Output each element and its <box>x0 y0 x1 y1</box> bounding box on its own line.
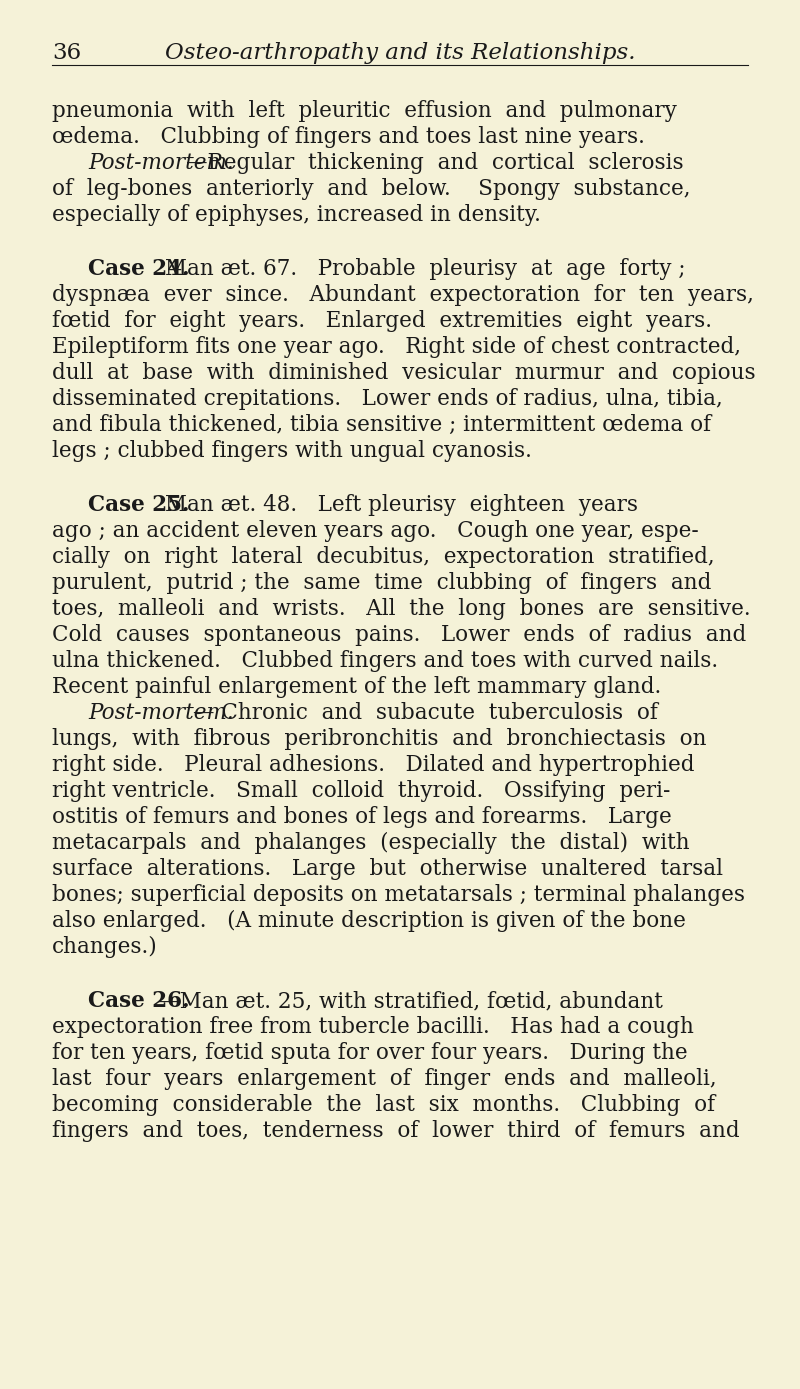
Text: Case 25.: Case 25. <box>88 494 190 515</box>
Text: Case 24.: Case 24. <box>88 258 190 281</box>
Text: toes,  malleoli  and  wrists.   All  the  long  bones  are  sensitive.: toes, malleoli and wrists. All the long … <box>52 599 750 619</box>
Text: expectoration free from tubercle bacilli.   Has had a cough: expectoration free from tubercle bacilli… <box>52 1015 694 1038</box>
Text: —Man æt. 25, with stratified, fœtid, abundant: —Man æt. 25, with stratified, fœtid, abu… <box>158 990 663 1013</box>
Text: and fibula thickened, tibia sensitive ; intermittent œdema of: and fibula thickened, tibia sensitive ; … <box>52 414 711 436</box>
Text: pneumonia  with  left  pleuritic  effusion  and  pulmonary: pneumonia with left pleuritic effusion a… <box>52 100 677 122</box>
Text: cially  on  right  lateral  decubitus,  expectoration  stratified,: cially on right lateral decubitus, expec… <box>52 546 714 568</box>
Text: bones; superficial deposits on metatarsals ; terminal phalanges: bones; superficial deposits on metatarsa… <box>52 883 745 906</box>
Text: —Regular  thickening  and  cortical  sclerosis: —Regular thickening and cortical scleros… <box>186 151 684 174</box>
Text: Osteo-arthropathy and its Relationships.: Osteo-arthropathy and its Relationships. <box>165 42 635 64</box>
Text: also enlarged.   (A minute description is given of the bone: also enlarged. (A minute description is … <box>52 910 686 932</box>
Text: legs ; clubbed fingers with ungual cyanosis.: legs ; clubbed fingers with ungual cyano… <box>52 440 532 463</box>
Text: lungs,  with  fibrous  peribronchitis  and  bronchiectasis  on: lungs, with fibrous peribronchitis and b… <box>52 728 706 750</box>
Text: Recent painful enlargement of the left mammary gland.: Recent painful enlargement of the left m… <box>52 676 662 699</box>
Text: surface  alterations.   Large  but  otherwise  unaltered  tarsal: surface alterations. Large but otherwise… <box>52 858 723 881</box>
Text: Epileptiform fits one year ago.   Right side of chest contracted,: Epileptiform fits one year ago. Right si… <box>52 336 741 358</box>
Text: metacarpals  and  phalanges  (especially  the  distal)  with: metacarpals and phalanges (especially th… <box>52 832 690 854</box>
Text: Case 26.: Case 26. <box>88 990 190 1013</box>
Text: Post-mortem.: Post-mortem. <box>88 701 234 724</box>
Text: especially of epiphyses, increased in density.: especially of epiphyses, increased in de… <box>52 204 541 226</box>
Text: disseminated crepitations.   Lower ends of radius, ulna, tibia,: disseminated crepitations. Lower ends of… <box>52 388 722 410</box>
Text: 36: 36 <box>52 42 82 64</box>
Text: ago ; an accident eleven years ago.   Cough one year, espe-: ago ; an accident eleven years ago. Coug… <box>52 519 698 542</box>
Text: of  leg-bones  anteriorly  and  below.    Spongy  substance,: of leg-bones anteriorly and below. Spong… <box>52 178 690 200</box>
Text: fœtid  for  eight  years.   Enlarged  extremities  eight  years.: fœtid for eight years. Enlarged extremit… <box>52 310 712 332</box>
Text: œdema.   Clubbing of fingers and toes last nine years.: œdema. Clubbing of fingers and toes last… <box>52 126 645 149</box>
Text: ulna thickened.   Clubbed fingers and toes with curved nails.: ulna thickened. Clubbed fingers and toes… <box>52 650 718 672</box>
Text: Post-mortem.: Post-mortem. <box>88 151 234 174</box>
Text: right side.   Pleural adhesions.   Dilated and hypertrophied: right side. Pleural adhesions. Dilated a… <box>52 754 694 776</box>
Text: right ventricle.   Small  colloid  thyroid.   Ossifying  peri-: right ventricle. Small colloid thyroid. … <box>52 781 670 801</box>
Text: Cold  causes  spontaneous  pains.   Lower  ends  of  radius  and: Cold causes spontaneous pains. Lower end… <box>52 624 746 646</box>
Text: for ten years, fœtid sputa for over four years.   During the: for ten years, fœtid sputa for over four… <box>52 1042 688 1064</box>
Text: dull  at  base  with  diminished  vesicular  murmur  and  copious: dull at base with diminished vesicular m… <box>52 363 756 383</box>
Text: becoming  considerable  the  last  six  months.   Clubbing  of: becoming considerable the last six month… <box>52 1095 715 1115</box>
Text: purulent,  putrid ; the  same  time  clubbing  of  fingers  and: purulent, putrid ; the same time clubbin… <box>52 572 711 594</box>
Text: fingers  and  toes,  tenderness  of  lower  third  of  femurs  and: fingers and toes, tenderness of lower th… <box>52 1120 740 1142</box>
Text: ostitis of femurs and bones of legs and forearms.   Large: ostitis of femurs and bones of legs and … <box>52 806 672 828</box>
Text: dyspnæa  ever  since.   Abundant  expectoration  for  ten  years,: dyspnæa ever since. Abundant expectorati… <box>52 283 754 306</box>
Text: changes.): changes.) <box>52 936 158 958</box>
Text: last  four  years  enlargement  of  finger  ends  and  malleoli,: last four years enlargement of finger en… <box>52 1068 717 1090</box>
Text: Man æt. 48.   Left pleurisy  eighteen  years: Man æt. 48. Left pleurisy eighteen years <box>158 494 638 515</box>
Text: — Chronic  and  subacute  tuberculosis  of: — Chronic and subacute tuberculosis of <box>186 701 658 724</box>
Text: Man æt. 67.   Probable  pleurisy  at  age  forty ;: Man æt. 67. Probable pleurisy at age for… <box>158 258 686 281</box>
